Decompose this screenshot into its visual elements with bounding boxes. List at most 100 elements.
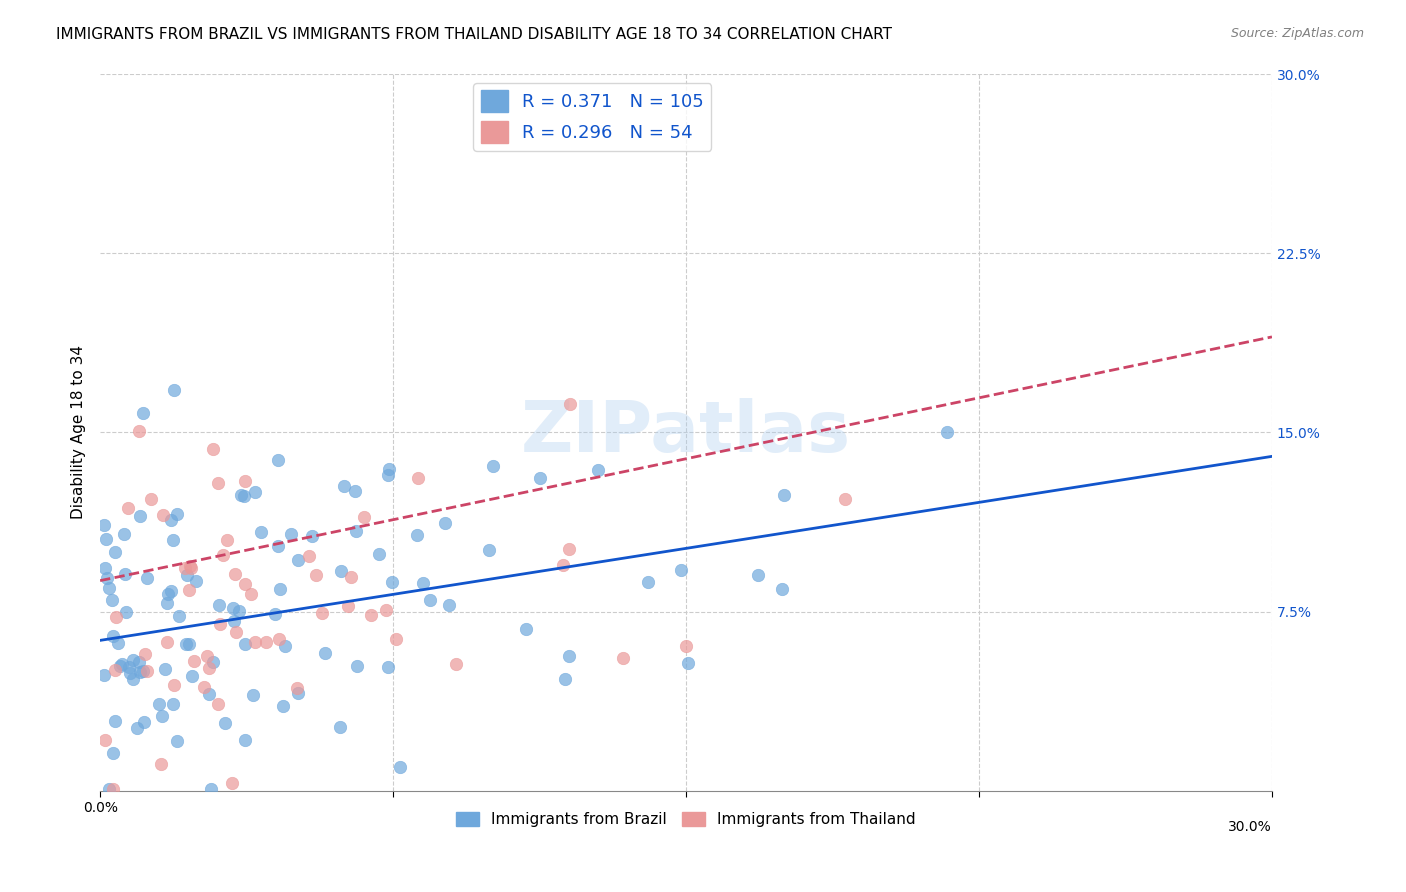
Point <box>557 542 579 557</box>
Point <box>215 533 238 547</box>
Point <box>337 599 360 614</box>
Point <box>333 479 356 493</box>
Point <box>177 583 200 598</box>
Point <box>554 673 576 687</box>
Point <box>150 757 173 772</box>
Text: ZIPatlas: ZIPatlas <box>522 398 851 467</box>
Point <box>134 647 156 661</box>
Point <box>160 513 183 527</box>
Point <box>122 672 145 686</box>
Point <box>156 596 179 610</box>
Point <box>586 463 609 477</box>
Point <box>107 636 129 650</box>
Point <box>180 561 202 575</box>
Point <box>245 635 267 649</box>
Point <box>135 571 157 585</box>
Point <box>155 634 177 648</box>
Point <box>233 577 256 591</box>
Point <box>406 471 429 485</box>
Point <box>389 760 412 774</box>
Point <box>180 669 202 683</box>
Point <box>207 476 229 491</box>
Point <box>280 527 302 541</box>
Point <box>437 598 460 612</box>
Point <box>419 592 441 607</box>
Point <box>141 491 163 506</box>
Text: IMMIGRANTS FROM BRAZIL VS IMMIGRANTS FROM THAILAND DISABILITY AGE 18 TO 34 CORRE: IMMIGRANTS FROM BRAZIL VS IMMIGRANTS FRO… <box>56 27 893 42</box>
Point <box>240 587 263 601</box>
Point <box>195 649 218 664</box>
Point <box>224 567 246 582</box>
Point <box>104 544 127 558</box>
Point <box>412 575 434 590</box>
Point <box>125 721 148 735</box>
Point <box>340 570 363 584</box>
Point <box>477 542 499 557</box>
Point <box>198 687 221 701</box>
Point <box>222 600 245 615</box>
Point <box>676 656 699 670</box>
Point <box>166 733 188 747</box>
Point <box>166 508 188 522</box>
Point <box>94 732 117 747</box>
Point <box>114 605 136 619</box>
Point <box>287 553 309 567</box>
Point <box>163 383 186 397</box>
Point <box>311 606 333 620</box>
Point <box>233 474 256 488</box>
Point <box>298 549 321 564</box>
Point <box>558 397 581 411</box>
Point <box>118 660 141 674</box>
Legend: Immigrants from Brazil, Immigrants from Thailand: Immigrants from Brazil, Immigrants from … <box>450 806 922 833</box>
Point <box>770 582 793 597</box>
Point <box>267 453 290 467</box>
Point <box>285 681 308 695</box>
Point <box>132 715 155 730</box>
Point <box>160 583 183 598</box>
Point <box>104 714 127 729</box>
Point <box>344 483 367 498</box>
Point <box>183 654 205 668</box>
Point <box>747 567 769 582</box>
Point <box>482 459 505 474</box>
Point <box>225 624 247 639</box>
Point <box>193 680 215 694</box>
Point <box>405 528 427 542</box>
Point <box>101 746 124 760</box>
Point <box>118 666 141 681</box>
Point <box>167 609 190 624</box>
Point <box>122 652 145 666</box>
Point <box>433 516 456 531</box>
Point <box>935 425 957 439</box>
Point <box>117 501 139 516</box>
Point <box>250 524 273 539</box>
Point <box>329 720 352 734</box>
Point <box>132 406 155 420</box>
Point <box>186 574 208 588</box>
Point <box>202 655 225 669</box>
Point <box>104 610 127 624</box>
Point <box>209 616 232 631</box>
Point <box>176 568 198 582</box>
Point <box>773 488 796 502</box>
Point <box>128 655 150 669</box>
Point <box>287 685 309 699</box>
Point <box>669 563 692 577</box>
Point <box>98 581 121 595</box>
Point <box>314 647 336 661</box>
Point <box>353 510 375 524</box>
Point <box>301 529 323 543</box>
Point <box>162 533 184 547</box>
Point <box>612 651 634 665</box>
Point <box>96 532 118 546</box>
Point <box>368 547 391 561</box>
Point <box>150 709 173 723</box>
Point <box>207 698 229 712</box>
Point <box>200 781 222 796</box>
Point <box>101 593 124 607</box>
Point <box>128 424 150 438</box>
Point <box>98 781 121 796</box>
Point <box>103 781 125 796</box>
Point <box>243 484 266 499</box>
Point <box>221 776 243 790</box>
